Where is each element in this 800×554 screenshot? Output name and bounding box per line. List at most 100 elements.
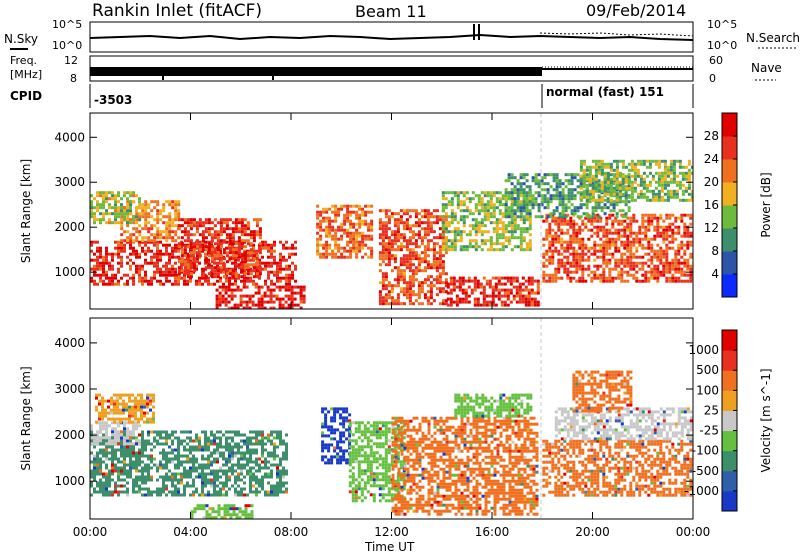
data-cell xyxy=(222,484,225,488)
data-cell xyxy=(657,165,661,169)
data-cell xyxy=(252,236,256,240)
data-cell xyxy=(370,237,374,241)
data-cell xyxy=(102,261,105,265)
data-cell xyxy=(677,270,681,274)
data-cell xyxy=(150,466,153,470)
data-cell xyxy=(576,206,580,210)
data-cell xyxy=(467,285,471,289)
data-cell xyxy=(594,180,598,184)
data-cell xyxy=(114,194,117,198)
data-cell xyxy=(525,194,529,198)
data-cell xyxy=(393,254,397,258)
data-cell xyxy=(504,230,508,234)
data-cell xyxy=(168,203,172,207)
data-cell xyxy=(396,296,400,300)
data-cell xyxy=(150,430,153,434)
power-region xyxy=(215,285,306,309)
data-cell xyxy=(138,203,142,207)
colorbar-swatch xyxy=(722,113,737,137)
data-cell xyxy=(108,493,111,497)
data-cell xyxy=(551,249,555,253)
data-cell xyxy=(364,252,368,256)
data-cell xyxy=(189,272,193,276)
data-cell xyxy=(381,278,385,282)
data-cell xyxy=(237,239,241,243)
data-cell xyxy=(132,460,135,464)
data-cell xyxy=(462,224,466,228)
data-cell xyxy=(246,451,249,455)
data-cell xyxy=(132,448,135,452)
data-cell xyxy=(570,194,574,198)
data-cell xyxy=(612,168,616,172)
data-cell xyxy=(192,490,195,494)
data-cell xyxy=(254,285,258,289)
data-cell xyxy=(213,272,217,276)
data-cell xyxy=(575,270,579,274)
data-cell xyxy=(465,248,469,252)
data-cell xyxy=(141,212,145,216)
data-cell xyxy=(663,174,667,178)
data-cell xyxy=(452,288,456,292)
data-cell xyxy=(117,279,120,283)
data-cell xyxy=(638,237,642,241)
data-cell xyxy=(626,237,630,241)
data-cell xyxy=(450,221,454,225)
data-cell xyxy=(216,475,219,479)
data-cell xyxy=(591,206,595,210)
data-cell xyxy=(387,242,391,246)
data-cell xyxy=(458,285,462,289)
data-cell xyxy=(636,183,640,187)
data-cell xyxy=(426,278,430,282)
data-cell xyxy=(216,460,219,464)
data-cell xyxy=(378,209,382,213)
velocity-panel: 00:00 04:00 08:00 12:00 16:00 20:00 00:0010002… xyxy=(19,317,773,539)
data-cell xyxy=(686,213,690,217)
data-cell xyxy=(542,279,546,283)
data-cell xyxy=(588,189,592,193)
data-cell xyxy=(632,261,636,265)
data-cell xyxy=(90,249,93,253)
data-cell xyxy=(408,251,412,255)
data-cell xyxy=(234,230,238,234)
data-cell xyxy=(393,257,397,261)
data-cell xyxy=(444,215,448,219)
data-cell xyxy=(462,248,466,252)
data-cell xyxy=(177,451,180,455)
data-cell xyxy=(105,475,108,479)
data-cell xyxy=(420,290,424,294)
data-cell xyxy=(402,257,406,261)
data-cell xyxy=(147,475,150,479)
data-cell xyxy=(216,269,220,273)
data-cell xyxy=(222,451,225,455)
data-cell xyxy=(186,279,189,283)
power-region xyxy=(542,213,693,283)
data-cell xyxy=(521,294,525,298)
data-cell xyxy=(138,460,141,464)
data-cell xyxy=(426,302,430,306)
data-cell xyxy=(165,484,168,488)
data-cell xyxy=(147,261,150,265)
data-cell xyxy=(243,457,246,461)
data-cell xyxy=(186,269,190,273)
data-cell xyxy=(542,273,546,277)
data-cell xyxy=(516,197,520,201)
data-cell xyxy=(648,189,652,193)
data-cell xyxy=(225,463,228,467)
data-cell xyxy=(263,306,267,309)
data-cell xyxy=(156,258,159,262)
data-cell xyxy=(687,177,691,181)
data-cell xyxy=(150,255,153,259)
data-cell xyxy=(267,249,270,253)
data-cell xyxy=(564,179,568,183)
data-cell xyxy=(522,227,526,231)
data-cell xyxy=(165,442,168,446)
data-cell xyxy=(258,251,262,255)
data-cell xyxy=(302,300,306,304)
data-cell xyxy=(459,191,463,195)
data-cell xyxy=(93,472,96,476)
data-cell xyxy=(602,243,606,247)
data-cell xyxy=(515,276,519,280)
data-cell xyxy=(248,297,252,301)
data-cell xyxy=(402,278,406,282)
data-cell xyxy=(276,276,279,280)
